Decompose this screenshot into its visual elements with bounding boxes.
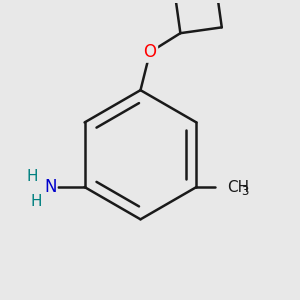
Text: H: H <box>30 194 42 209</box>
Text: H: H <box>27 169 38 184</box>
Text: N: N <box>44 178 57 196</box>
Text: CH: CH <box>227 179 249 194</box>
Text: O: O <box>143 43 157 61</box>
Text: 3: 3 <box>241 185 248 198</box>
